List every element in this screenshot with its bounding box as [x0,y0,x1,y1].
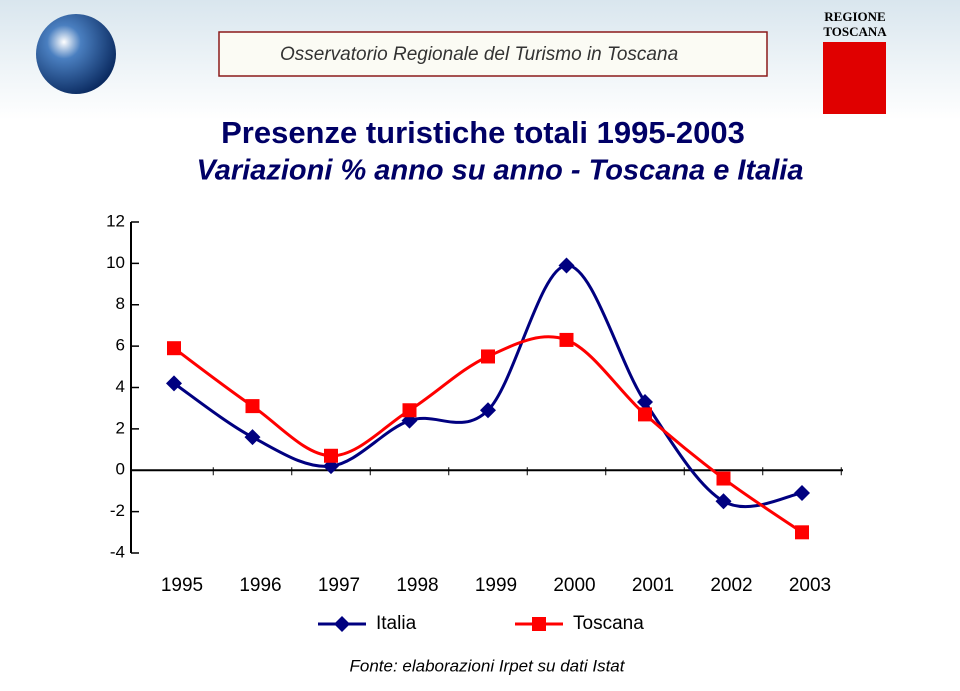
legend-label: Italia [376,613,417,634]
x-tick-label: 2001 [632,575,674,596]
chart-title: Presenze turistiche totali 1995-2003 [221,115,745,150]
x-tick-label: 1996 [239,575,281,596]
data-point [637,393,653,410]
data-point [559,332,574,347]
data-point [480,402,496,419]
banner-text: Osservatorio Regionale del Turismo in To… [280,44,678,65]
data-point [794,485,810,502]
data-point [324,448,338,463]
data-point [244,429,261,446]
x-tick-label: 2002 [710,575,752,596]
y-tick-label: -2 [110,501,125,520]
x-tick-label: 1999 [475,575,517,596]
source-note: Fonte: elaborazioni Irpet su dati Istat [350,656,626,675]
x-tick-label: 1995 [161,575,203,596]
banner-box [218,31,768,77]
y-tick-label: 2 [116,418,125,437]
y-tick-label: 6 [116,336,125,355]
data-point [716,471,731,486]
data-point [481,349,495,364]
y-tick-label: 8 [116,294,125,313]
data-point [638,407,652,422]
chart-subtitle: Variazioni % anno su anno - Toscana e It… [197,155,804,187]
y-tick-label: 0 [116,460,125,479]
series-line [173,335,803,534]
globe-logo [36,14,116,94]
x-tick-label: 1998 [396,575,438,596]
data-point [715,493,732,510]
data-point [795,525,809,540]
logo-text: REGIONE [824,9,885,24]
y-tick-label: 10 [106,253,125,272]
legend-marker [334,616,350,632]
data-point [402,403,417,418]
legend-marker [532,617,546,631]
x-tick-label: 1997 [318,575,360,596]
y-tick-label: -4 [110,542,125,561]
x-tick-label: 2003 [789,575,831,596]
region-logo [823,42,886,114]
data-point [245,399,260,414]
data-point [166,375,182,392]
y-tick-label: 12 [106,211,125,230]
logo-text: TOSCANA [823,24,887,39]
data-point [167,341,181,356]
x-tick-label: 2000 [553,575,595,596]
data-point [558,257,575,274]
series-line [173,263,803,508]
legend-label: Toscana [573,613,644,634]
y-tick-label: 4 [116,377,125,396]
